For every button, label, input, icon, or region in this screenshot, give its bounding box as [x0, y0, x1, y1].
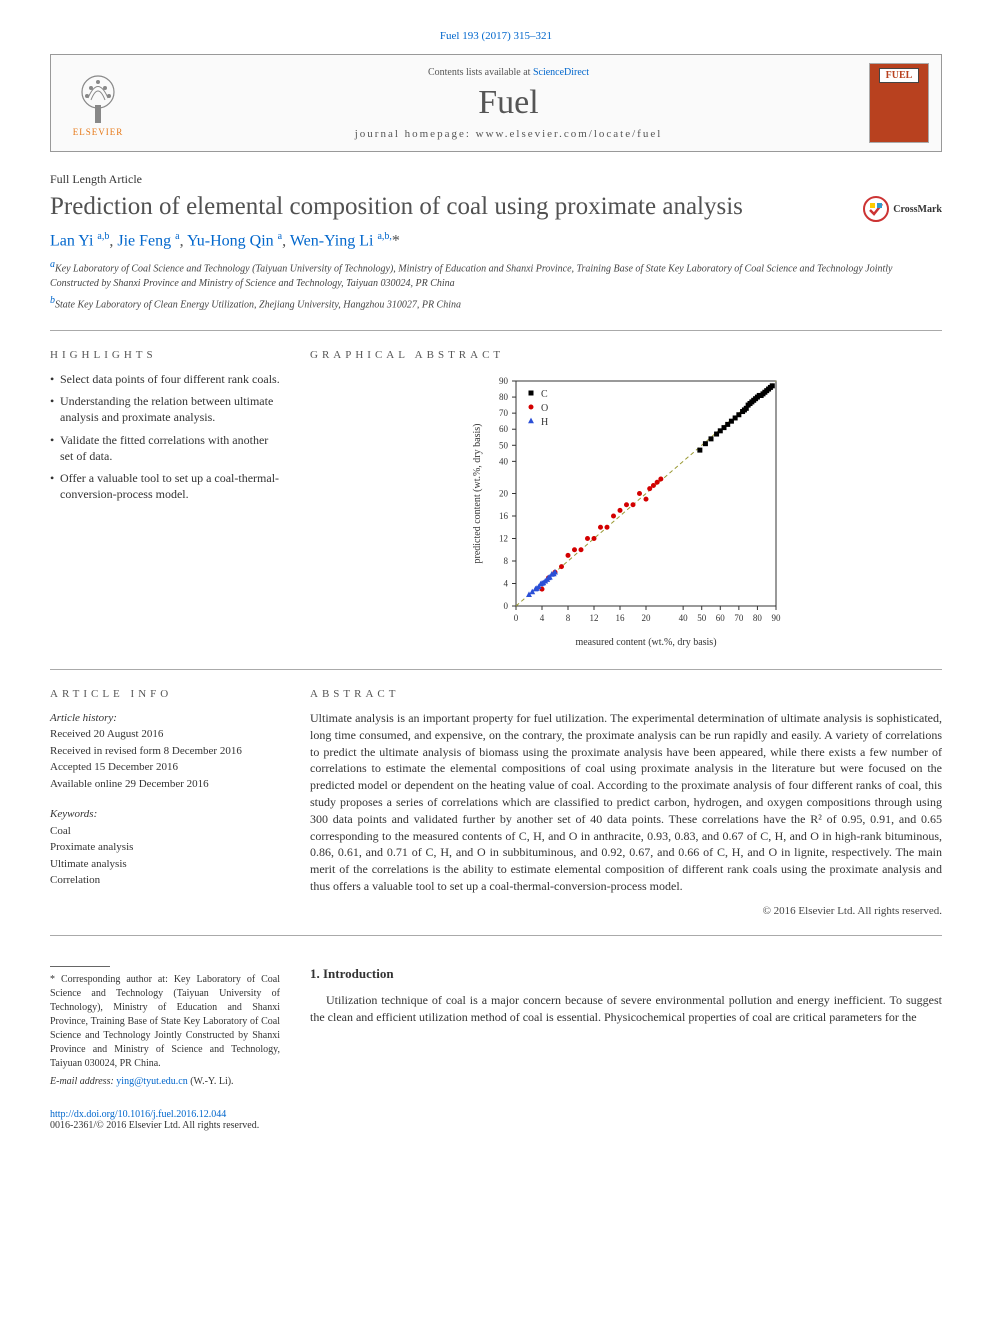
elsevier-tree-icon: [73, 70, 123, 125]
highlights-heading: HIGHLIGHTS: [50, 349, 280, 361]
highlight-item: Understanding the relation between ultim…: [50, 393, 280, 425]
svg-text:12: 12: [499, 533, 508, 543]
graphical-abstract-heading: GRAPHICAL ABSTRACT: [310, 349, 942, 361]
article-type: Full Length Article: [50, 172, 942, 187]
abstract-heading: ABSTRACT: [310, 688, 942, 700]
svg-text:70: 70: [499, 408, 509, 418]
svg-text:4: 4: [504, 578, 509, 588]
crossmark-badge[interactable]: CrossMark: [863, 196, 942, 222]
svg-text:measured content (wt.%, dry ba: measured content (wt.%, dry basis): [575, 637, 716, 648]
svg-text:90: 90: [772, 613, 782, 623]
authors-line: Lan Yi a,b, Jie Feng a, Yu-Hong Qin a, W…: [50, 231, 942, 250]
svg-text:predicted content (wt.%, dry b: predicted content (wt.%, dry basis): [472, 424, 483, 564]
svg-text:20: 20: [499, 488, 509, 498]
article-info-heading: ARTICLE INFO: [50, 688, 280, 700]
svg-text:C: C: [541, 389, 548, 400]
svg-text:20: 20: [642, 613, 652, 623]
highlights-list: Select data points of four different ran…: [50, 371, 280, 502]
citation-header: Fuel 193 (2017) 315–321: [50, 30, 942, 42]
sciencedirect-link[interactable]: ScienceDirect: [533, 67, 589, 78]
email-author: (W.-Y. Li).: [190, 1076, 233, 1087]
svg-text:0: 0: [514, 613, 519, 623]
highlight-item: Offer a valuable tool to set up a coal-t…: [50, 470, 280, 502]
history-line: Accepted 15 December 2016: [50, 759, 280, 776]
history-line: Received in revised form 8 December 2016: [50, 743, 280, 760]
footnote-text: * Corresponding author at: Key Laborator…: [50, 974, 280, 1069]
email-link[interactable]: ying@tyut.edu.cn: [116, 1076, 187, 1087]
svg-text:90: 90: [499, 376, 509, 386]
history-line: Available online 29 December 2016: [50, 776, 280, 793]
svg-text:0: 0: [504, 601, 509, 611]
svg-text:70: 70: [734, 613, 744, 623]
affiliation: aKey Laboratory of Coal Science and Tech…: [50, 258, 942, 290]
homepage-url: www.elsevier.com/locate/fuel: [476, 128, 663, 140]
highlight-item: Select data points of four different ran…: [50, 371, 280, 387]
elsevier-logo: ELSEVIER: [63, 63, 133, 143]
doi-link[interactable]: http://dx.doi.org/10.1016/j.fuel.2016.12…: [50, 1109, 942, 1120]
abstract-text: Ultimate analysis is an important proper…: [310, 710, 942, 895]
svg-text:60: 60: [499, 424, 509, 434]
introduction-heading: 1. Introduction: [310, 966, 942, 982]
journal-homepage: journal homepage: www.elsevier.com/locat…: [148, 128, 869, 140]
keywords-label: Keywords:: [50, 808, 97, 820]
svg-text:8: 8: [504, 556, 509, 566]
article-history: Article history: Received 20 August 2016…: [50, 710, 280, 793]
svg-text:50: 50: [697, 613, 707, 623]
elsevier-name: ELSEVIER: [73, 127, 124, 137]
corresponding-footnote: * Corresponding author at: Key Laborator…: [50, 973, 280, 1071]
svg-text:80: 80: [753, 613, 763, 623]
keyword-item: Coal: [50, 823, 280, 840]
keyword-item: Correlation: [50, 872, 280, 889]
article-title: Prediction of elemental composition of c…: [50, 193, 743, 221]
email-footnote: E-mail address: ying@tyut.edu.cn (W.-Y. …: [50, 1075, 280, 1089]
crossmark-icon: [863, 196, 889, 222]
svg-text:40: 40: [679, 613, 689, 623]
keyword-item: Ultimate analysis: [50, 856, 280, 873]
svg-text:16: 16: [616, 613, 626, 623]
issn-copyright: 0016-2361/© 2016 Elsevier Ltd. All right…: [50, 1120, 942, 1131]
journal-name: Fuel: [148, 84, 869, 122]
svg-text:60: 60: [716, 613, 726, 623]
svg-text:8: 8: [566, 613, 571, 623]
history-label: Article history:: [50, 712, 117, 724]
keywords-block: Keywords: CoalProximate analysisUltimate…: [50, 806, 280, 889]
svg-text:50: 50: [499, 440, 509, 450]
svg-text:4: 4: [540, 613, 545, 623]
svg-text:O: O: [541, 403, 548, 414]
copyright-line: © 2016 Elsevier Ltd. All rights reserved…: [310, 905, 942, 917]
journal-header-box: ELSEVIER Contents lists available at Sci…: [50, 54, 942, 152]
highlight-item: Validate the fitted correlations with an…: [50, 432, 280, 464]
contents-line: Contents lists available at ScienceDirec…: [148, 67, 869, 78]
introduction-text: Utilization technique of coal is a major…: [310, 992, 942, 1027]
svg-text:16: 16: [499, 511, 509, 521]
affiliation: bState Key Laboratory of Clean Energy Ut…: [50, 294, 942, 312]
svg-text:12: 12: [590, 613, 599, 623]
affiliations-block: aKey Laboratory of Coal Science and Tech…: [50, 258, 942, 312]
email-label: E-mail address:: [50, 1076, 114, 1087]
cover-title: FUEL: [879, 68, 920, 83]
svg-text:40: 40: [499, 456, 509, 466]
svg-text:H: H: [541, 417, 548, 428]
history-line: Received 20 August 2016: [50, 726, 280, 743]
contents-prefix: Contents lists available at: [428, 67, 533, 78]
keyword-item: Proximate analysis: [50, 839, 280, 856]
crossmark-label: CrossMark: [893, 204, 942, 215]
homepage-prefix: journal homepage:: [355, 128, 476, 140]
journal-cover-thumbnail: FUEL: [869, 63, 929, 143]
svg-text:80: 80: [499, 392, 509, 402]
graphical-abstract-chart: 0 4 8 12 16 20 40 50 60 70 80 90 0 4 8 12 16 20 40 50 60 70 80…: [466, 371, 786, 651]
